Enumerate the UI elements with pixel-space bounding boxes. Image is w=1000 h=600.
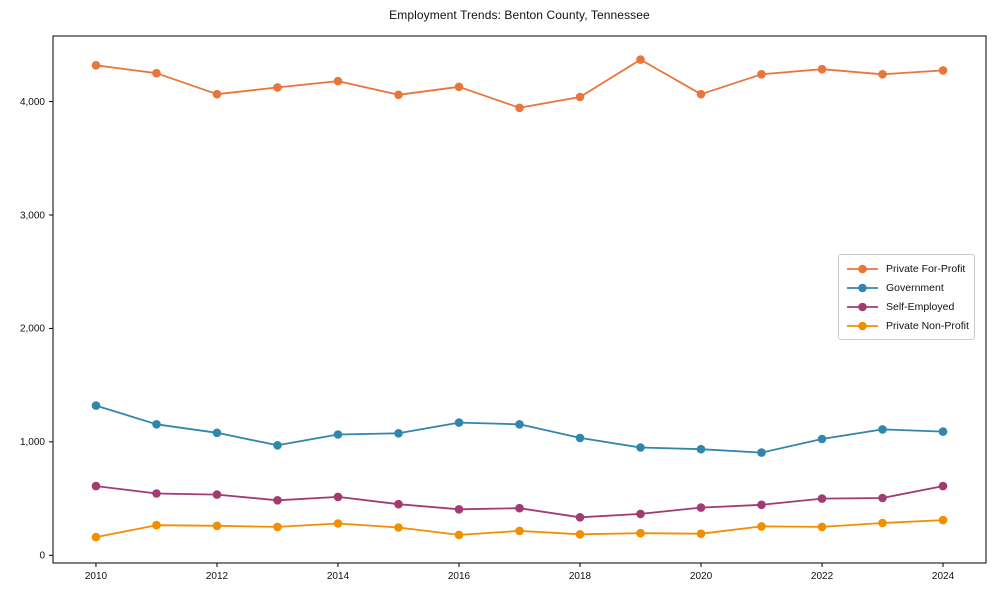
y-tick-label: 2,000 <box>20 324 45 335</box>
x-tick-label: 2024 <box>932 571 955 582</box>
data-point-government <box>575 433 585 443</box>
data-point-private-for-profit <box>454 82 464 92</box>
series-line-private-for-profit <box>95 58 944 109</box>
data-point-private-non-profit <box>91 532 101 542</box>
legend-item-self-employed: Self-Employed <box>846 298 968 317</box>
y-tick-label: 1,000 <box>20 437 45 448</box>
data-point-private-non-profit <box>333 519 343 528</box>
y-tick-label: 0 <box>39 551 45 562</box>
data-point-self-employed <box>273 496 282 505</box>
data-point-government <box>333 430 343 439</box>
legend-item-private-for-profit: Private For-Profit <box>846 260 968 279</box>
legend-marker-icon <box>847 265 878 274</box>
data-point-government <box>454 418 464 427</box>
data-point-private-for-profit <box>273 83 282 92</box>
data-point-private-non-profit <box>575 530 585 539</box>
chart-legend: Private For-Profit Government Self-Employe… <box>838 254 975 340</box>
data-point-government <box>878 425 887 434</box>
data-point-government <box>636 443 645 452</box>
chart-title: Employment Trends: Benton County, Tennes… <box>389 8 650 22</box>
data-point-government <box>91 401 101 410</box>
legend-item-private-non-profit: Private Non-Profit <box>846 316 969 335</box>
data-point-private-for-profit <box>212 89 222 99</box>
data-point-government <box>394 429 403 438</box>
plot-frame <box>52 35 987 564</box>
data-point-self-employed <box>91 481 101 491</box>
data-point-private-non-profit <box>878 518 887 528</box>
data-point-self-employed <box>152 489 161 498</box>
legend-label: Private Non-Profit <box>886 319 969 332</box>
data-point-self-employed <box>757 500 766 510</box>
data-point-government <box>938 427 948 436</box>
data-point-private-non-profit <box>757 522 766 531</box>
data-point-private-for-profit <box>757 70 766 79</box>
data-point-private-non-profit <box>394 523 403 532</box>
series-line-self-employed <box>95 485 944 519</box>
data-point-private-for-profit <box>515 103 524 113</box>
data-point-self-employed <box>454 505 464 514</box>
data-point-self-employed <box>333 492 343 502</box>
data-point-private-for-profit <box>817 64 827 74</box>
data-point-self-employed <box>878 493 887 503</box>
data-point-government <box>757 448 766 457</box>
data-point-government <box>696 444 706 454</box>
series-line-government <box>95 404 944 454</box>
data-point-private-for-profit <box>636 55 645 64</box>
data-point-private-non-profit <box>696 529 706 538</box>
data-point-self-employed <box>212 490 222 499</box>
data-point-private-for-profit <box>696 89 706 99</box>
data-point-private-for-profit <box>394 90 403 100</box>
data-point-government <box>817 434 827 444</box>
x-tick-label: 2018 <box>569 571 592 582</box>
data-point-private-for-profit <box>938 66 948 75</box>
data-point-government <box>152 420 161 429</box>
data-point-self-employed <box>515 503 524 513</box>
data-point-government <box>515 420 524 429</box>
x-tick-label: 2014 <box>327 571 350 582</box>
data-point-private-for-profit <box>878 70 887 79</box>
legend-marker-icon <box>847 302 878 312</box>
data-point-self-employed <box>817 494 827 503</box>
data-point-self-employed <box>636 509 645 519</box>
legend-label: Government <box>886 282 944 295</box>
data-point-private-non-profit <box>152 520 161 530</box>
data-point-private-for-profit <box>333 76 343 86</box>
data-point-private-for-profit <box>575 92 585 102</box>
x-tick-label: 2022 <box>811 571 834 582</box>
data-point-private-non-profit <box>515 526 524 536</box>
data-point-self-employed <box>575 513 585 522</box>
data-point-private-non-profit <box>938 515 948 525</box>
x-tick-label: 2020 <box>690 571 713 582</box>
data-point-private-non-profit <box>273 522 282 532</box>
data-point-self-employed <box>394 499 403 509</box>
legend-label: Self-Employed <box>886 300 955 313</box>
x-tick-label: 2016 <box>448 571 471 582</box>
data-point-private-non-profit <box>636 528 645 538</box>
x-tick-label: 2012 <box>206 571 229 582</box>
legend-marker-icon <box>847 321 878 330</box>
legend-marker-icon <box>847 283 878 293</box>
x-tick-label: 2010 <box>85 571 108 582</box>
data-point-private-for-profit <box>152 68 161 78</box>
data-point-self-employed <box>696 503 706 512</box>
data-point-private-for-profit <box>91 61 101 70</box>
data-point-government <box>273 441 282 450</box>
y-tick-label: 4,000 <box>20 97 45 108</box>
legend-label: Private For-Profit <box>886 263 966 276</box>
legend-item-government: Government <box>846 279 968 298</box>
data-point-government <box>212 428 222 438</box>
data-point-self-employed <box>938 481 948 491</box>
data-point-private-non-profit <box>212 521 222 531</box>
data-point-private-non-profit <box>817 522 827 532</box>
y-tick-label: 3,000 <box>20 210 45 221</box>
data-point-private-non-profit <box>454 530 464 540</box>
